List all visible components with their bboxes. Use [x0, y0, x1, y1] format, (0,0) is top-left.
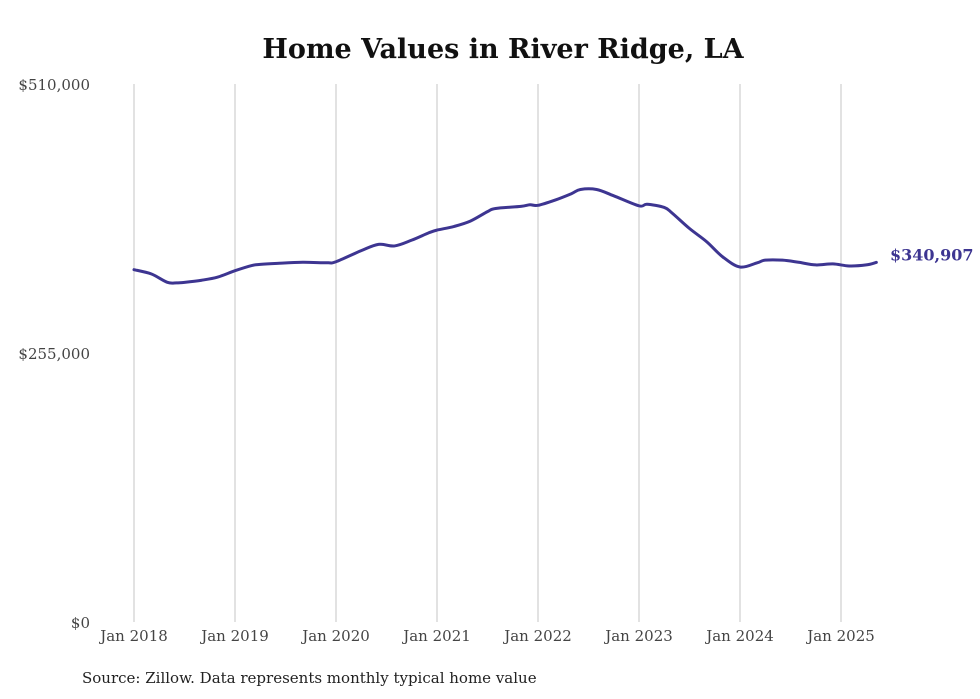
x-tick-label: Jan 2025	[805, 627, 875, 645]
end-value-label: $340,907	[890, 245, 974, 264]
source-note: Source: Zillow. Data represents monthly …	[82, 669, 537, 687]
x-tick-label: Jan 2023	[603, 627, 673, 645]
y-tick-label: $0	[71, 614, 90, 632]
x-tick-label: Jan 2020	[300, 627, 370, 645]
chart-title: Home Values in River Ridge, LA	[262, 34, 744, 65]
y-tick-label: $510,000	[18, 76, 90, 94]
x-tick-label: Jan 2021	[401, 627, 471, 645]
x-tick-label: Jan 2022	[502, 627, 572, 645]
y-tick-label: $255,000	[18, 345, 90, 363]
x-tick-label: Jan 2019	[199, 627, 269, 645]
x-axis-ticks: Jan 2018 Jan 2019 Jan 2020 Jan 2021 Jan 2022…	[98, 627, 875, 645]
home-value-line	[132, 187, 878, 285]
gridlines	[133, 84, 842, 622]
x-tick-label: Jan 2024	[704, 627, 774, 645]
x-tick-label: Jan 2018	[98, 627, 168, 645]
series-layer	[132, 187, 878, 285]
y-axis-ticks: $0 $255,000 $510,000	[18, 76, 90, 632]
